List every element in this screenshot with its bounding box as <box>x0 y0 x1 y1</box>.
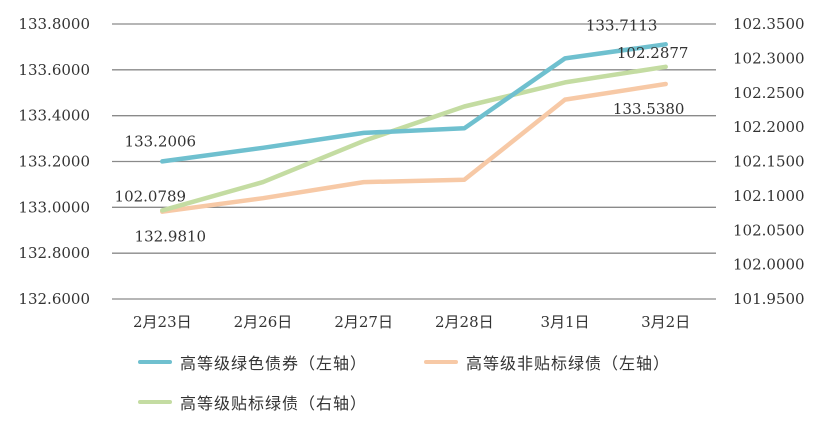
series-lines <box>160 42 668 214</box>
x-tick-label: 3月2日 <box>641 313 690 331</box>
x-tick-label: 2月26日 <box>234 313 293 331</box>
data-label: 133.2006 <box>125 132 197 150</box>
right-tick-label: 102.1500 <box>733 153 805 171</box>
right-tick-label: 102.2000 <box>733 118 805 136</box>
left-tick-label: 132.8000 <box>18 244 90 262</box>
right-tick-label: 102.3000 <box>733 49 805 67</box>
right-tick-label: 102.1000 <box>733 187 805 205</box>
data-label: 132.9810 <box>135 228 207 246</box>
x-tick-label: 3月1日 <box>540 313 589 331</box>
right-tick-label: 102.2500 <box>733 84 805 102</box>
left-tick-label: 133.4000 <box>18 107 90 125</box>
data-label: 102.2877 <box>617 44 689 62</box>
x-axis-ticks: 2月23日 2月26日 2月27日 2月28日 3月1日 3月2日 <box>133 313 690 331</box>
series-line <box>160 42 668 164</box>
left-tick-label: 133.6000 <box>18 61 90 79</box>
x-tick-label: 2月27日 <box>334 313 393 331</box>
x-tick-label: 2月23日 <box>133 313 192 331</box>
data-label: 133.7113 <box>586 16 658 34</box>
series-line <box>160 81 668 214</box>
series-line <box>160 64 668 213</box>
right-axis-ticks: 101.9500 102.0000 102.0500 102.1000 102.1500… <box>733 15 805 308</box>
left-tick-label: 133.2000 <box>18 153 90 171</box>
x-tick-label: 2月28日 <box>435 313 494 331</box>
left-axis-ticks: 132.6000 132.8000 133.0000 133.2000 133.4000… <box>18 15 90 308</box>
right-tick-label: 102.0500 <box>733 221 805 239</box>
left-tick-label: 133.0000 <box>18 198 90 216</box>
data-label: 133.5380 <box>613 100 685 118</box>
right-tick-label: 102.0000 <box>733 256 805 274</box>
data-labels: 133.2006 133.7113 132.9810 133.5380 102.0789… <box>115 16 689 245</box>
right-tick-label: 102.3500 <box>733 15 805 33</box>
right-tick-label: 101.9500 <box>733 290 805 308</box>
left-tick-label: 132.6000 <box>18 290 90 308</box>
data-label: 102.0789 <box>115 187 187 205</box>
gridlines <box>112 23 716 300</box>
left-tick-label: 133.8000 <box>18 15 90 33</box>
